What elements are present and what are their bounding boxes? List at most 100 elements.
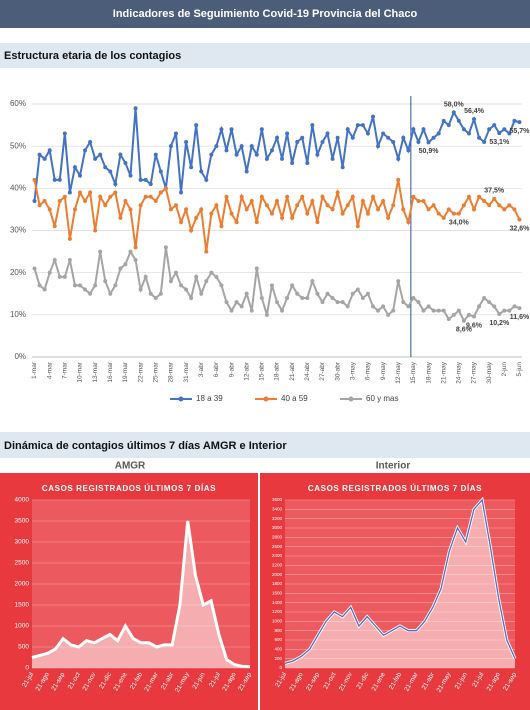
- data-label: 50,9%: [419, 148, 440, 155]
- data-point: [128, 249, 133, 254]
- data-point: [411, 194, 416, 199]
- data-point: [290, 283, 295, 288]
- data-point: [386, 135, 391, 140]
- x-tick-label: 13-mar: [92, 361, 99, 382]
- data-point: [62, 274, 67, 279]
- data-point: [391, 139, 396, 144]
- data-point: [285, 194, 290, 199]
- data-point: [472, 207, 477, 212]
- y-tick-label: 600: [274, 637, 282, 642]
- data-point: [386, 215, 391, 220]
- data-point: [472, 117, 477, 122]
- data-point: [431, 203, 436, 208]
- data-point: [325, 291, 330, 296]
- data-point: [103, 279, 108, 284]
- data-point: [497, 311, 502, 316]
- x-tick-label: 24-abr: [304, 361, 311, 381]
- data-point: [249, 144, 254, 149]
- x-tick-label: 18-may: [425, 361, 432, 383]
- data-point: [244, 291, 249, 296]
- data-point: [497, 203, 502, 208]
- data-point: [42, 287, 47, 292]
- data-point: [315, 152, 320, 157]
- data-point: [254, 152, 259, 157]
- data-point: [441, 308, 446, 313]
- y-tick-label: 10%: [10, 310, 26, 319]
- x-tick-label: 15-abr: [259, 361, 266, 381]
- y-tick-label: 1800: [272, 581, 283, 586]
- y-tick-label: 0%: [14, 352, 26, 361]
- data-point: [179, 220, 184, 225]
- data-point: [37, 203, 42, 208]
- x-tick-label: 22-mar: [137, 361, 144, 382]
- data-point: [441, 118, 446, 123]
- data-point: [229, 211, 234, 216]
- data-label: 32,6%: [510, 225, 530, 232]
- data-point: [189, 295, 194, 300]
- data-point: [280, 308, 285, 313]
- data-point: [204, 177, 209, 182]
- data-point: [370, 194, 375, 199]
- data-point: [123, 198, 128, 203]
- data-point: [320, 300, 325, 305]
- chart-subtitle: CASOS REGISTRADOS ÚLTIMOS 7 DÍAS: [308, 484, 482, 493]
- data-point: [249, 308, 254, 313]
- data-point: [259, 194, 264, 199]
- data-point: [148, 182, 153, 187]
- y-tick-label: 20%: [10, 268, 26, 277]
- data-point: [234, 220, 239, 225]
- data-point: [295, 291, 300, 296]
- data-point: [370, 304, 375, 309]
- data-point: [72, 207, 77, 212]
- data-point: [305, 295, 310, 300]
- data-point: [219, 127, 224, 132]
- series-line: [284, 498, 516, 664]
- data-point: [391, 203, 396, 208]
- data-point: [421, 198, 426, 203]
- data-point: [77, 173, 82, 178]
- data-point: [330, 295, 335, 300]
- data-point: [406, 304, 411, 309]
- data-point: [477, 304, 482, 309]
- y-tick-label: 50%: [10, 141, 26, 150]
- data-point: [300, 295, 305, 300]
- data-point: [47, 148, 52, 153]
- data-point: [421, 127, 426, 132]
- series-line: [33, 247, 520, 323]
- data-point: [411, 295, 416, 300]
- data-point: [189, 228, 194, 233]
- data-point: [517, 120, 522, 125]
- data-point: [204, 279, 209, 284]
- data-point: [128, 207, 133, 212]
- data-point: [269, 283, 274, 288]
- data-point: [138, 287, 143, 292]
- data-point: [340, 165, 345, 170]
- data-point: [330, 207, 335, 212]
- data-point: [72, 165, 77, 170]
- data-point: [148, 194, 153, 199]
- data-point: [163, 245, 168, 250]
- data-point: [446, 317, 451, 322]
- data-point: [67, 236, 72, 241]
- x-tick-label: 21-may: [440, 361, 447, 383]
- data-point: [62, 131, 67, 136]
- data-point: [396, 279, 401, 284]
- x-tick-label: 5-jun: [516, 362, 523, 377]
- data-point: [295, 203, 300, 208]
- data-point: [229, 308, 234, 313]
- data-point: [128, 173, 133, 178]
- data-point: [113, 190, 118, 195]
- data-point: [77, 190, 82, 195]
- x-tick-label: 6-may: [365, 361, 372, 380]
- data-point: [345, 304, 350, 309]
- data-point: [355, 287, 360, 292]
- data-label: 11,6%: [510, 314, 530, 321]
- data-point: [37, 152, 42, 157]
- data-point: [436, 211, 441, 216]
- data-point: [305, 161, 310, 166]
- data-point: [209, 211, 214, 216]
- data-point: [239, 304, 244, 309]
- data-point: [487, 203, 492, 208]
- data-point: [209, 270, 214, 275]
- data-point: [179, 283, 184, 288]
